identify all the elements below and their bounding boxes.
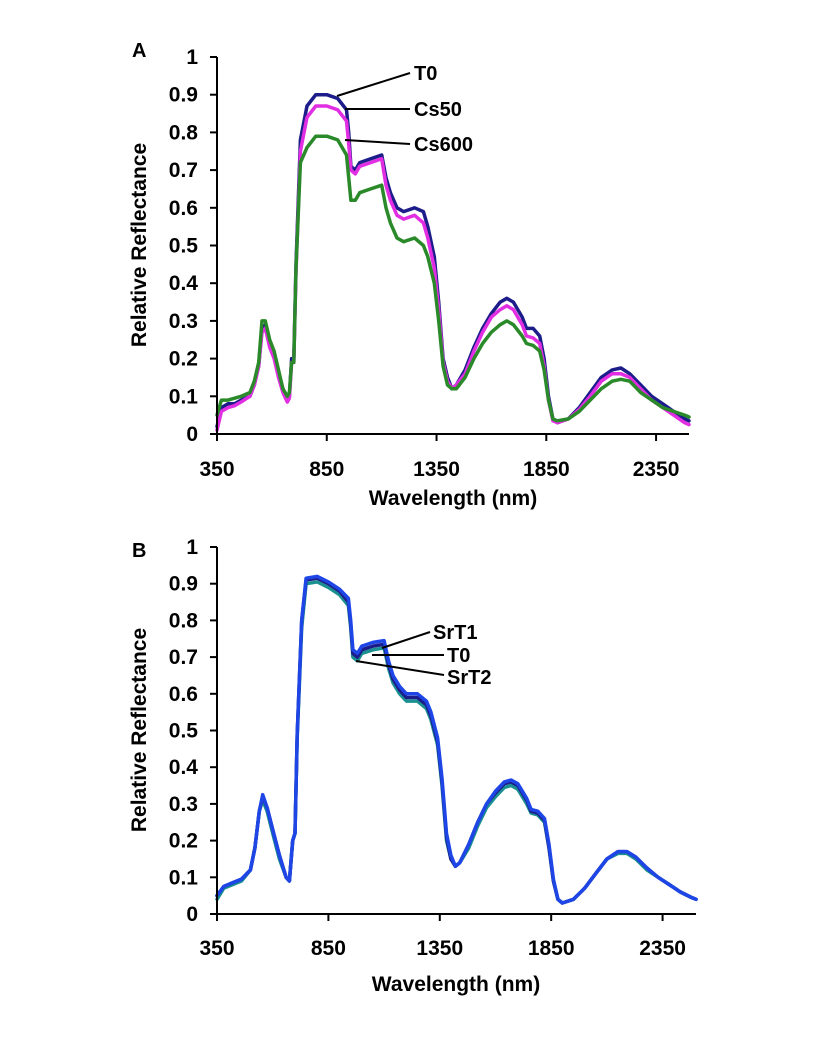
panel-b-y-tick-label: 0.1 [169,866,199,889]
panel-b-t0-annotation: T0 [447,645,470,667]
panel-a-y-tick-label: 0.7 [169,159,198,182]
panel-a-x-tick-label: 850 [309,458,344,481]
panel-b-srt1-leader [381,631,431,649]
panel-b-y-tick-label: 0.5 [169,720,199,743]
panel-a-cs600-leader [344,139,411,145]
panel-b-y-tick-label: 0.3 [169,793,198,816]
panel-b-y-tick-label: 0.8 [169,609,199,632]
panel-a-y-tick-label: 0 [186,423,198,446]
panel-a-y-tick-label: 0.1 [169,385,199,408]
panel-a-series [215,92,691,432]
panel-b-label: B [132,540,146,562]
panel-a-label: A [132,40,146,62]
panel-b-srt2-annotation: SrT2 [447,667,491,689]
panel-b-x-tick-label: 350 [199,937,234,960]
panel-a-cs600-annotation: Cs600 [414,134,473,156]
panel-a-y-tick-label: 0.6 [169,197,198,220]
panel-a-y-tick-label: 0.3 [169,310,198,333]
panel-a-t0-annotation: T0 [414,63,437,85]
panel-a-y-tick-label: 0.8 [169,121,199,144]
panel-a-y-tick-label: 1 [186,46,198,69]
panel-b-y-tick-label: 0 [186,903,198,926]
panel-a-series-cs600 [215,134,691,423]
panel-b-x-tick-label: 1850 [528,937,575,960]
panel-a-x-tick-label: 2350 [633,458,680,481]
panel-b-srt1-annotation: SrT1 [433,622,477,644]
panel-a-y-tick-label: 0.9 [169,84,198,107]
panel-b-y-tick-label: 0.2 [169,830,198,853]
panel-b-x-tick-label: 1350 [416,937,463,960]
panel-b-x-tick-label: 2350 [639,937,686,960]
panel-a-y-axis-title: Relative Reflectance [128,143,151,347]
panel-a-y-tick-label: 0.5 [169,235,199,258]
panel-a-x-tick-label: 1850 [523,458,570,481]
panel-b-srt2-leader [355,660,445,676]
panel-a-y-tick-label: 0.4 [169,272,199,295]
panel-b-y-tick-label: 0.7 [169,646,198,669]
panel-a-x-tick-label: 350 [199,458,234,481]
panel-b-y-tick-label: 0.4 [169,756,199,779]
panel-b-y-axis-title: Relative Reflectance [128,628,151,832]
panel-b-y-tick-label: 0.6 [169,683,198,706]
panel-b-series-srt1 [215,574,698,905]
panel-a-x-tick-label: 1350 [413,458,460,481]
panel-a-t0-leader [336,72,411,97]
panel-b-y-tick-label: 0.9 [169,573,198,596]
panel-a-x-axis-title: Wavelength (nm) [369,487,537,510]
panel-b-y-tick-label: 1 [186,536,198,559]
panel-b-x-axis-title: Wavelength (nm) [372,973,540,996]
panel-b-series [215,574,698,905]
panel-a-cs50-annotation: Cs50 [414,99,462,121]
panel-a-y-tick-label: 0.2 [169,348,198,371]
panel-b-x-tick-label: 850 [311,937,346,960]
